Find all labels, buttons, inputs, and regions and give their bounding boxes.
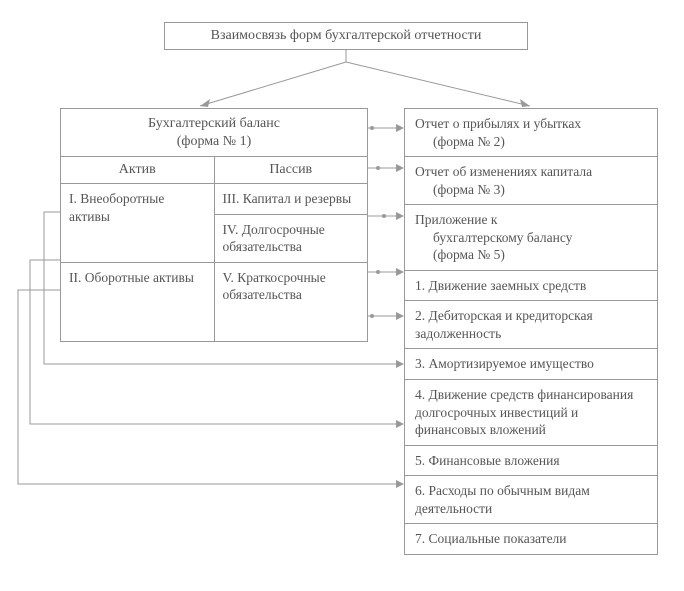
appendix-item-5: 5. Финансовые вложения bbox=[405, 445, 657, 476]
report-form5-l1: Приложение к bbox=[415, 212, 497, 227]
aktiv-passiv-header: Актив Пассив bbox=[61, 157, 367, 184]
appendix-item-2: 2. Дебиторская и кредиторская задолженно… bbox=[405, 300, 657, 348]
report-form3-l1: Отчет об изменениях капитала bbox=[415, 164, 592, 179]
report-form2-l1: Отчет о прибылях и убытках bbox=[415, 116, 581, 131]
appendix-item-3: 3. Амортизируемое имущество bbox=[405, 348, 657, 379]
balance-title-line1: Бухгалтерский баланс bbox=[148, 116, 280, 131]
appendix-item-4: 4. Движение средств финансирования долго… bbox=[405, 379, 657, 445]
report-form3: Отчет об изменениях капитала (форма № 3) bbox=[405, 156, 657, 204]
aktiv-item-1: I. Внеоборотные активы bbox=[61, 184, 214, 262]
report-form2-l2: (форма № 2) bbox=[415, 133, 649, 151]
report-form3-l2: (форма № 3) bbox=[415, 181, 649, 199]
passiv-column: III. Капитал и резервы IV. Долгосрочные … bbox=[215, 184, 368, 341]
diagram-title: Взаимосвязь форм бухгалтерской отчетност… bbox=[164, 22, 528, 50]
aktiv-column: I. Внеоборотные активы II. Оборотные акт… bbox=[61, 184, 215, 341]
balance-sheet-box: Бухгалтерский баланс (форма № 1) Актив П… bbox=[60, 108, 368, 342]
report-form5-l2: бухгалтерскому балансу bbox=[415, 229, 649, 247]
report-form5-l3: (форма № 5) bbox=[415, 246, 649, 264]
report-form5: Приложение к бухгалтерскому балансу (фор… bbox=[405, 204, 657, 270]
passiv-item-1: III. Капитал и резервы bbox=[215, 184, 368, 214]
passiv-item-2: IV. Долгосрочные обязательства bbox=[215, 214, 368, 262]
reports-list: Отчет о прибылях и убытках (форма № 2) О… bbox=[404, 108, 658, 555]
appendix-item-6: 6. Расходы по обычным видам деятельности bbox=[405, 475, 657, 523]
report-form2: Отчет о прибылях и убытках (форма № 2) bbox=[405, 109, 657, 156]
balance-title-line2: (форма № 1) bbox=[177, 134, 252, 149]
aktiv-item-2: II. Оборотные активы bbox=[61, 262, 214, 341]
passiv-item-3: V. Краткосрочные обязательства bbox=[215, 262, 368, 310]
appendix-item-1: 1. Движение заемных средств bbox=[405, 270, 657, 301]
aktiv-header: Актив bbox=[61, 157, 215, 183]
balance-title: Бухгалтерский баланс (форма № 1) bbox=[61, 109, 367, 157]
appendix-item-7: 7. Социальные показатели bbox=[405, 523, 657, 554]
passiv-header: Пассив bbox=[215, 157, 368, 183]
